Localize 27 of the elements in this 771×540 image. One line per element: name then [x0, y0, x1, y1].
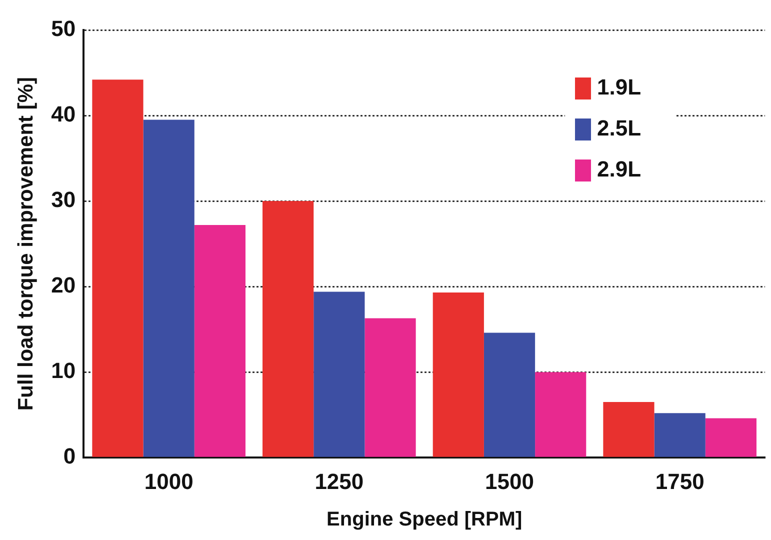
bar [484, 332, 536, 457]
bar [262, 201, 314, 457]
bar [194, 224, 246, 457]
bar [314, 292, 365, 457]
y-tick-label: 10 [51, 358, 76, 384]
bar [92, 80, 144, 457]
y-tick-label: 50 [51, 16, 76, 42]
bar [432, 292, 484, 457]
x-tick-label: 1000 [144, 468, 194, 494]
y-tick-label: 20 [51, 272, 76, 298]
y-axis-title: Full load torque improvement [%] [14, 76, 38, 411]
bar [654, 413, 706, 457]
legend-label: 2.9L [597, 156, 642, 182]
y-tick-label: 40 [51, 102, 76, 127]
bar [603, 402, 654, 457]
bar [535, 372, 586, 457]
x-tick-label: 1250 [314, 468, 364, 494]
legend-label: 1.9L [597, 74, 642, 100]
bar [364, 318, 416, 457]
bar [705, 418, 756, 457]
x-tick-label: 1750 [655, 468, 704, 494]
y-tick-label: 30 [51, 187, 76, 212]
x-tick-label: 1500 [485, 468, 534, 494]
legend-label: 2.5L [597, 116, 642, 141]
bar [143, 120, 194, 457]
y-tick-label: 0 [63, 444, 76, 469]
x-axis-title: Engine Speed [RPM] [326, 508, 522, 531]
